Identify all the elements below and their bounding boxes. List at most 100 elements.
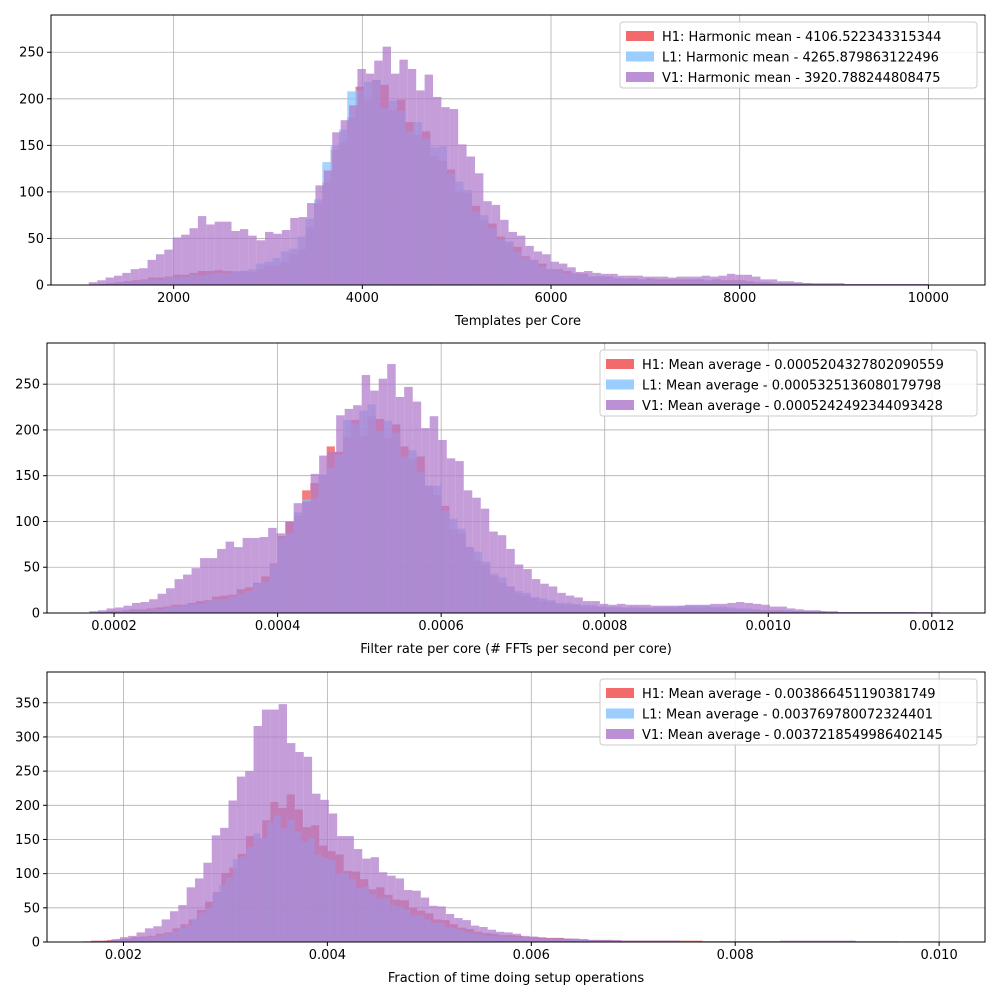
histogram-bar: [472, 497, 481, 613]
histogram-bar: [203, 862, 212, 942]
y-tick-label: 200: [15, 423, 40, 438]
histogram-bar: [701, 604, 711, 613]
histogram-bar: [281, 230, 291, 285]
legend-swatch-H1: [606, 688, 634, 698]
histogram-bar: [604, 939, 614, 942]
legend-label-L1: L1: Mean average - 0.003769780072324401: [642, 708, 933, 723]
y-tick-label: 50: [27, 232, 44, 247]
histogram-bar: [399, 59, 408, 286]
histogram-bar: [261, 709, 271, 942]
y-tick-label: 350: [15, 696, 40, 711]
x-tick-label: 0.0012: [909, 619, 955, 634]
histogram-bar: [370, 390, 379, 613]
histogram-bar: [562, 938, 572, 942]
histogram-bar: [608, 604, 617, 613]
histogram-bar: [805, 940, 814, 942]
x-tick-label: 0.0010: [746, 619, 792, 634]
legend-swatch-V1: [626, 72, 654, 82]
histogram-bar: [113, 275, 123, 285]
x-tick-label: 0.004: [309, 948, 346, 963]
x-tick-label: 8000: [723, 291, 756, 306]
histogram-bar: [659, 605, 668, 613]
histogram-bar: [186, 887, 196, 942]
histogram-bar: [752, 603, 762, 613]
histogram-bar: [609, 273, 618, 285]
histogram-bar: [558, 263, 568, 285]
legend: H1: Mean average - 0.003866451190381749 L…: [599, 678, 978, 746]
y-tick-label: 0: [32, 936, 40, 951]
x-tick-label: 4000: [346, 291, 379, 306]
histogram-bar: [491, 204, 501, 285]
histogram-bar: [234, 547, 243, 613]
histogram-bar: [663, 940, 672, 942]
x-tick-label: 2000: [157, 291, 190, 306]
histogram-bar: [206, 224, 215, 285]
histogram-bar: [140, 602, 150, 613]
histogram-bar: [97, 280, 106, 285]
histogram-bar: [565, 595, 575, 613]
histogram-bar: [480, 508, 490, 613]
legend-box: [599, 678, 978, 746]
histogram-bar: [646, 940, 655, 942]
histogram-bar: [387, 364, 396, 613]
histogram-bar: [130, 269, 140, 285]
x-tick-label: 0.008: [717, 948, 754, 963]
histogram-bar: [147, 259, 156, 285]
histogram-bar: [251, 537, 260, 613]
x-tick-label: 6000: [534, 291, 567, 306]
histogram-bar: [119, 937, 129, 942]
histogram-bar: [432, 96, 442, 286]
y-tick-label: 0: [32, 607, 40, 622]
histogram-bar: [638, 940, 647, 942]
histogram-bar: [312, 793, 321, 942]
histogram-bar: [174, 579, 184, 613]
histogram-bar: [391, 73, 400, 285]
histogram-bar: [344, 408, 354, 613]
histogram-bar: [455, 461, 464, 613]
histogram-bar: [106, 608, 116, 613]
legend-label-H1: H1: Mean average - 0.0005204327802090559: [642, 358, 944, 373]
y-tick-label: 150: [15, 833, 40, 848]
histogram-bar: [454, 918, 463, 942]
histogram-bar: [253, 726, 262, 942]
y-tick-label: 200: [15, 799, 40, 814]
y-tick-label: 150: [19, 139, 44, 154]
histogram-bar: [642, 604, 651, 613]
histogram-bar: [195, 878, 204, 942]
histogram-bar: [353, 849, 363, 942]
histogram-bar: [827, 283, 837, 285]
histogram-bar: [236, 776, 246, 942]
histogram-bar: [273, 233, 282, 285]
histogram-bar: [523, 569, 532, 613]
histogram-bar: [743, 274, 753, 285]
histogram-bar: [778, 606, 787, 613]
histogram-bar: [744, 602, 753, 613]
x-tick-label: 0.0006: [418, 619, 464, 634]
histogram-bar: [446, 458, 456, 613]
histogram-bar: [529, 936, 538, 942]
x-axis-label: Fraction of time doing setup operations: [388, 971, 645, 986]
legend-box: [619, 21, 978, 89]
histogram-bar: [416, 90, 425, 286]
histogram-bar: [676, 605, 685, 613]
histogram-bar: [820, 611, 830, 613]
histogram-bar: [582, 601, 592, 613]
histogram-bar: [336, 415, 345, 613]
histogram-bar: [497, 535, 507, 613]
histogram-bar: [231, 231, 240, 285]
histogram-bar: [567, 267, 576, 285]
histogram-bar: [504, 932, 513, 942]
histogram-bar: [516, 235, 526, 285]
histogram-bar: [362, 858, 371, 942]
histogram-bar: [328, 813, 338, 942]
histogram-bar: [278, 704, 288, 942]
histogram-bar: [429, 905, 438, 942]
histogram-bar: [220, 827, 229, 942]
histogram-bar: [323, 170, 333, 285]
histogram-bar: [794, 282, 803, 285]
x-tick-label: 0.0002: [91, 619, 137, 634]
histogram-bar: [463, 490, 473, 613]
histogram-bar: [760, 279, 769, 285]
histogram-bar: [370, 857, 379, 942]
histogram-bar: [667, 605, 677, 613]
